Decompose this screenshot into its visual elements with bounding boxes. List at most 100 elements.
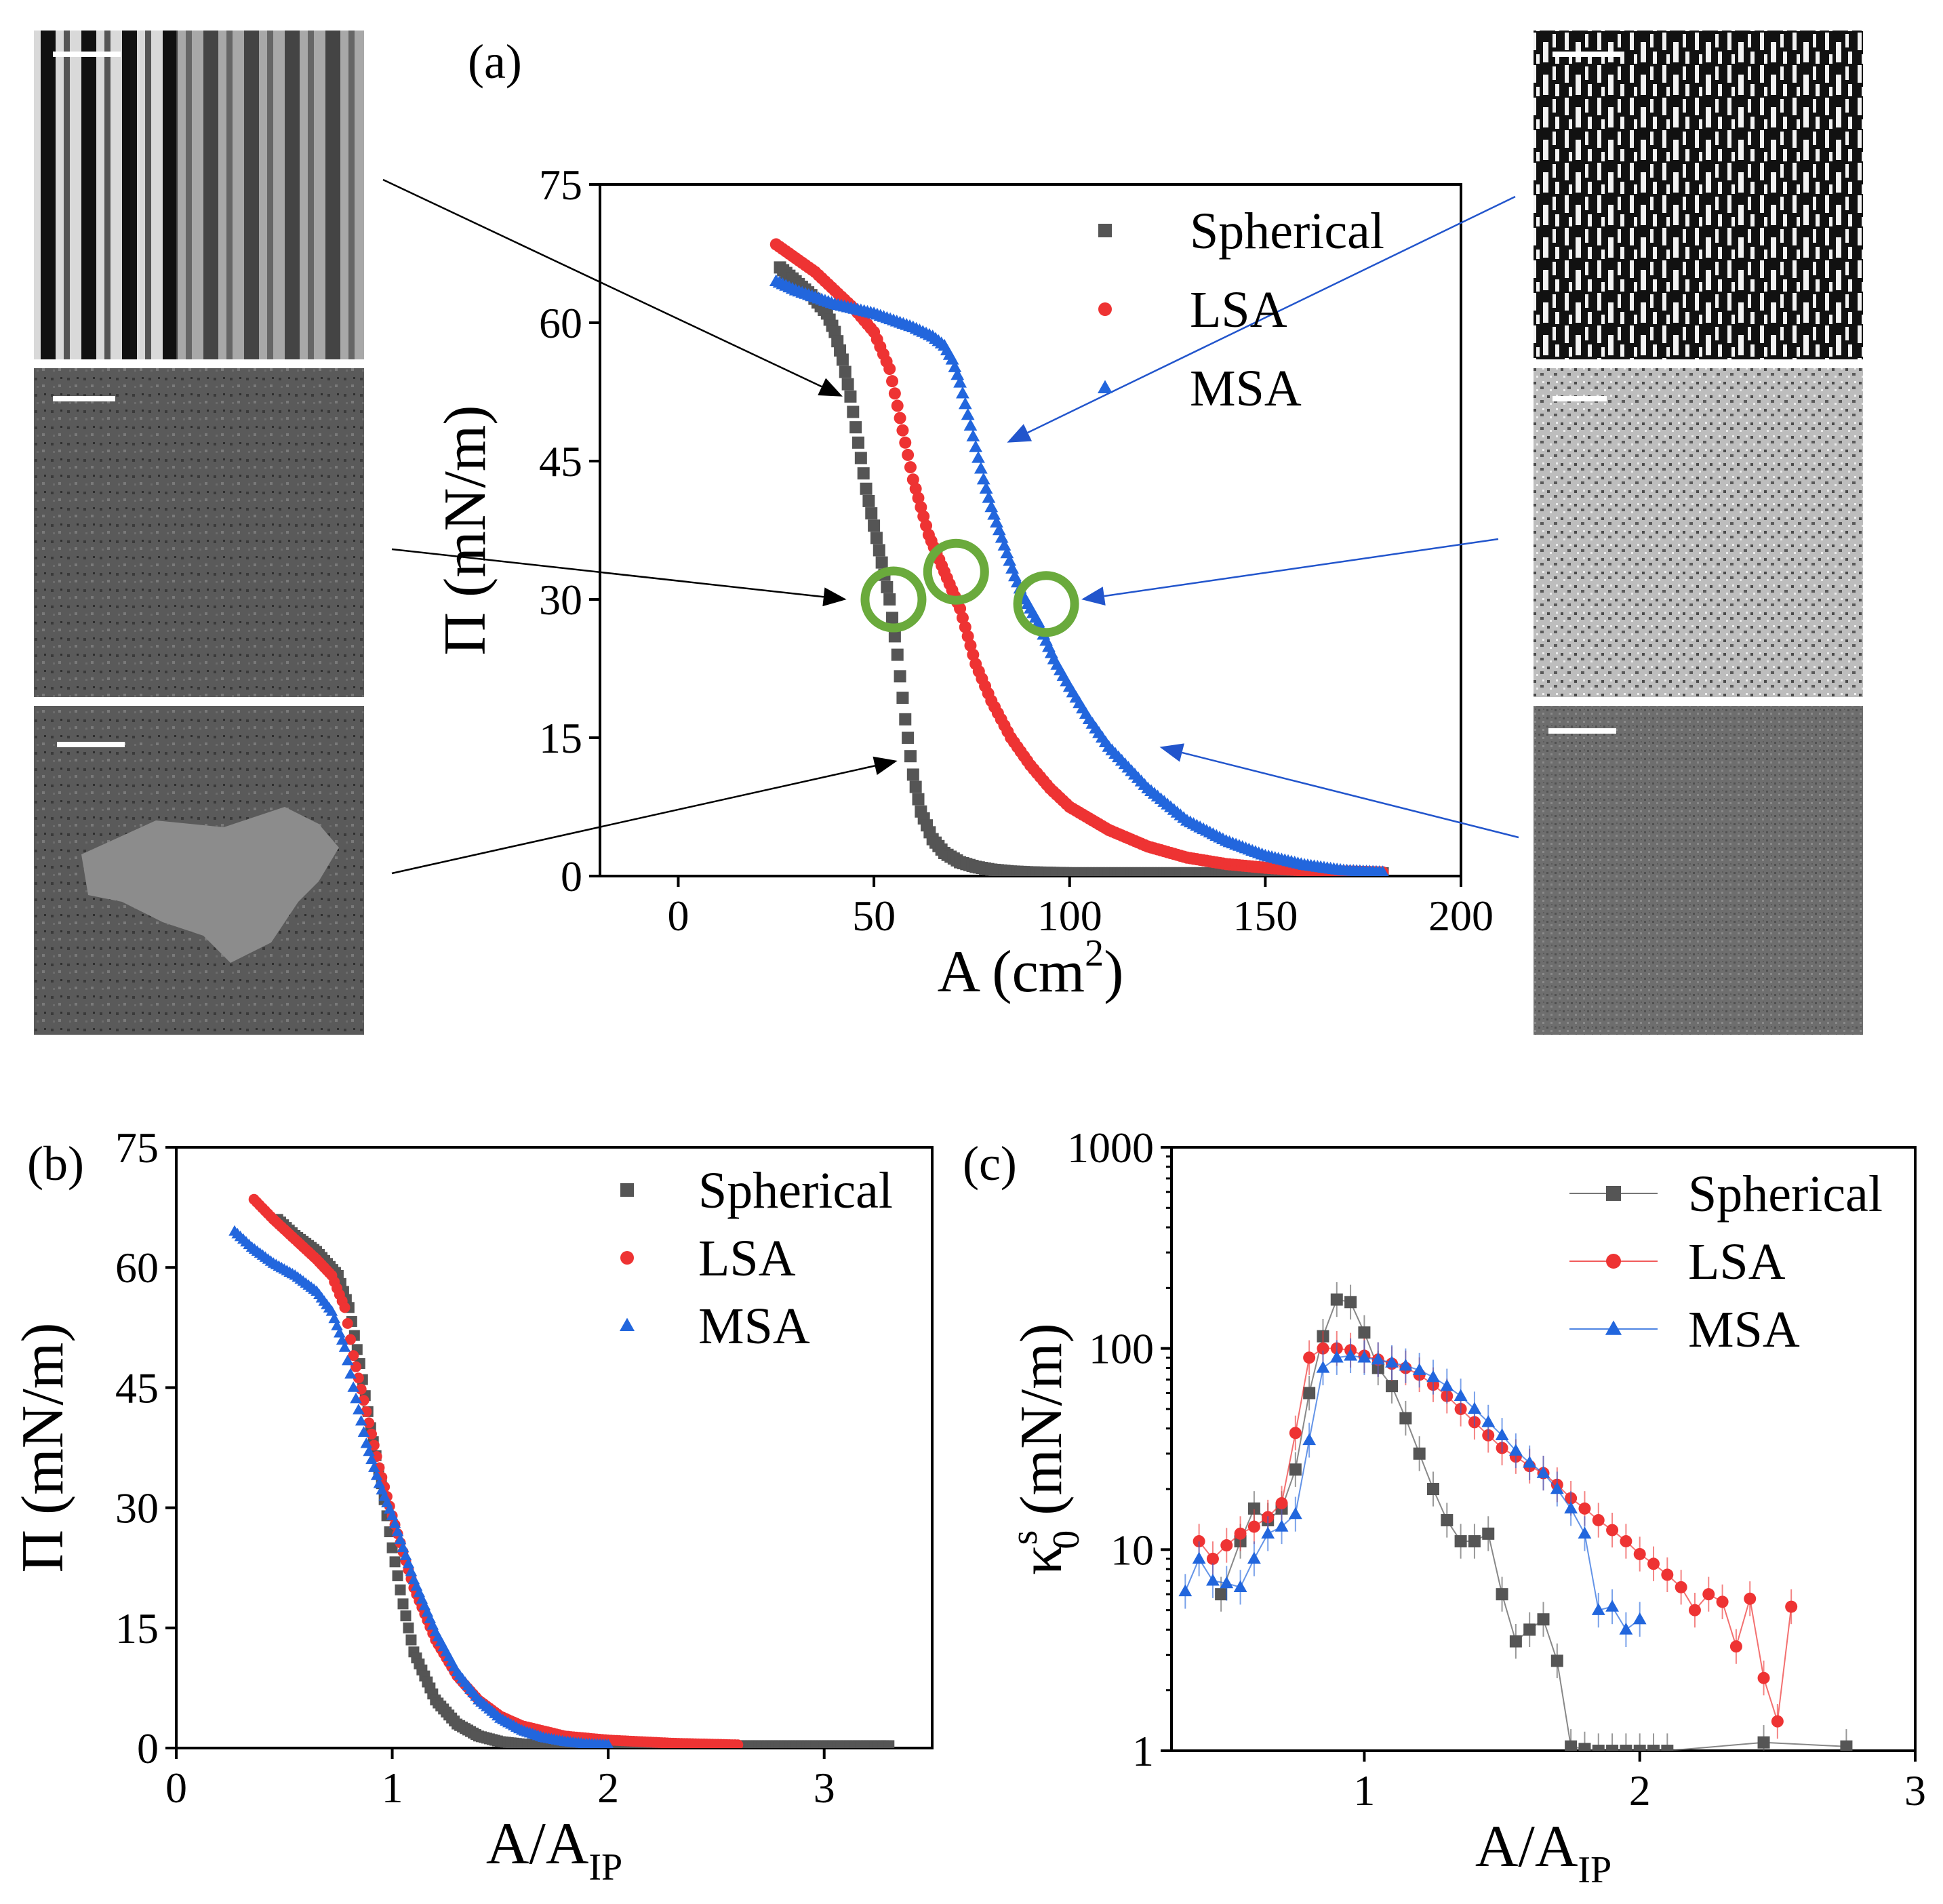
data-point (899, 436, 912, 449)
series-lsa (769, 238, 1389, 876)
x-tick-label: 2 (1629, 1766, 1651, 1814)
data-point (1005, 561, 1019, 574)
data-point (1495, 1428, 1509, 1440)
data-point (836, 353, 849, 366)
legend-item-msa: MSA (620, 1298, 810, 1355)
legend: Spherical LSA MSA (1098, 203, 1384, 417)
data-point (350, 1361, 362, 1372)
data-point (834, 344, 847, 357)
legend: Spherical LSA MSA (1569, 1166, 1883, 1358)
data-point (1592, 1745, 1605, 1751)
legend-item-lsa: LSA (620, 1230, 796, 1287)
legend-item-spherical: Spherical (1569, 1166, 1883, 1223)
data-point (1289, 1427, 1302, 1440)
y-axis-label: κs0 (mN/m) (1003, 1323, 1087, 1575)
micrograph-left-2 (34, 368, 364, 697)
legend-item-msa: MSA (1098, 360, 1302, 417)
legend-marker (1605, 1320, 1622, 1335)
data-point (984, 500, 999, 513)
series-spherical (1215, 1282, 1853, 1751)
data-point (948, 360, 962, 372)
y-tick-label: 45 (539, 437, 582, 485)
series-spherical (272, 1214, 895, 1748)
y-tick-label: 1 (1132, 1727, 1154, 1775)
y-tick-label: 10 (1110, 1526, 1154, 1574)
data-point (857, 467, 870, 480)
x-tick-label: 50 (852, 892, 896, 940)
legend-marker (1098, 380, 1113, 393)
data-point (1633, 1547, 1646, 1560)
legend: Spherical LSA MSA (620, 1162, 893, 1355)
x-axis-label: A/AIP (1475, 1814, 1611, 1891)
y-tick-label: 30 (539, 576, 582, 624)
x-tick-label: 3 (1904, 1766, 1926, 1814)
data-point (904, 461, 917, 474)
data-point (912, 492, 925, 504)
data-point (953, 376, 967, 388)
data-point (1234, 1527, 1247, 1540)
data-point (1578, 1743, 1591, 1751)
domain-patch (81, 807, 339, 963)
data-point (1757, 1736, 1770, 1749)
legend-label: MSA (1688, 1301, 1800, 1358)
data-point (1564, 1501, 1578, 1513)
data-point (896, 692, 909, 705)
y-tick-label: 15 (539, 714, 582, 762)
x-tick-label: 1 (1353, 1766, 1375, 1814)
annotation-arrow (1081, 538, 1499, 606)
data-point (1275, 1496, 1288, 1509)
x-tick-label: 0 (667, 892, 689, 940)
x-tick-label: 200 (1428, 892, 1494, 940)
data-point (950, 368, 965, 380)
series-spherical (774, 261, 1389, 876)
data-point (865, 507, 878, 520)
data-point (828, 325, 841, 338)
data-point (1289, 1463, 1302, 1476)
data-point (1578, 1502, 1591, 1515)
data-point (1454, 1389, 1468, 1402)
data-point (906, 473, 919, 486)
data-point (360, 1437, 373, 1448)
data-point (961, 630, 974, 643)
data-point (844, 390, 857, 403)
data-point (883, 1740, 895, 1748)
data-point (906, 768, 919, 781)
data-point (987, 507, 1001, 520)
data-point (963, 418, 978, 431)
data-point (1550, 1654, 1563, 1667)
data-point (350, 1392, 362, 1404)
data-point (854, 452, 867, 464)
data-point (389, 1556, 401, 1568)
data-point (982, 491, 996, 503)
legend-item-spherical: Spherical (620, 1162, 893, 1219)
data-point (873, 544, 885, 557)
data-point (972, 451, 985, 463)
data-point (1454, 1535, 1467, 1548)
panel-a: 0 50 100 150 200 0 15 30 45 60 75 (a) A (cm2) Π (mN/m… (382, 35, 1519, 1005)
data-point (1220, 1539, 1233, 1552)
panel-label-b: (b) (27, 1136, 84, 1191)
data-point (958, 397, 972, 410)
data-point (1412, 1363, 1426, 1375)
data-point (992, 523, 1006, 536)
data-point (888, 630, 901, 643)
data-point (1606, 1524, 1619, 1536)
legend-label: LSA (1190, 281, 1287, 338)
data-point (395, 1584, 406, 1595)
highlight-circle (860, 566, 927, 633)
data-point (852, 436, 864, 449)
y-tick-label: 0 (561, 852, 582, 900)
data-point (990, 515, 1003, 528)
data-point (370, 1469, 383, 1480)
data-point (1344, 1296, 1357, 1309)
micrographs-left (34, 31, 364, 1035)
data-point (870, 532, 883, 544)
highlight-circle (923, 538, 989, 605)
data-point (1330, 1293, 1343, 1306)
data-point (1468, 1535, 1481, 1548)
data-point (1303, 1387, 1316, 1400)
data-point (896, 424, 909, 437)
data-point (886, 375, 899, 388)
data-point (1632, 1612, 1647, 1625)
